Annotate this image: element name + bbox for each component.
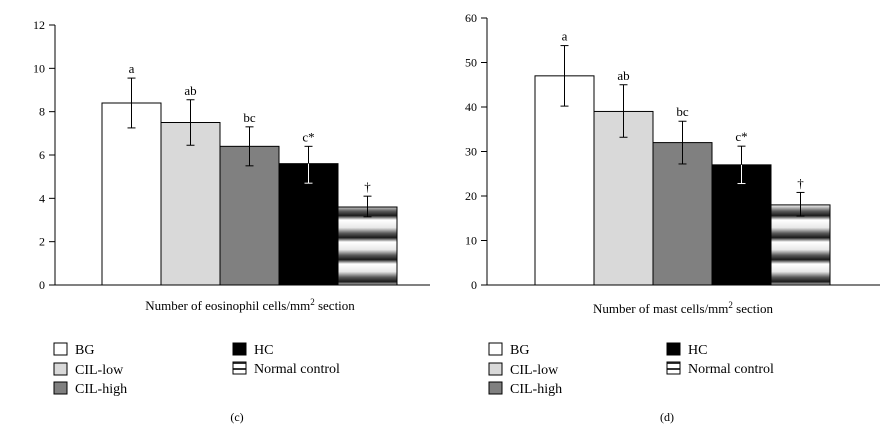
annotation-normal-control: † xyxy=(797,175,804,190)
annotation-cil-low: ab xyxy=(617,68,629,83)
legend-swatch-normal-control xyxy=(232,361,247,375)
legend-item-cil-high: CIL-high xyxy=(488,381,562,397)
y-tick-label: 60 xyxy=(465,11,477,25)
legend-swatch-bg xyxy=(53,342,68,356)
bar-cil-high xyxy=(652,142,713,286)
y-tick-label: 10 xyxy=(33,61,45,75)
legend-label-hc: HC xyxy=(254,343,273,358)
legend-item-cil-high: CIL-high xyxy=(53,381,127,397)
panel-label: (d) xyxy=(660,410,674,424)
chart-eosinophil: 0 2 4 6 8 10 12 a ab bc c* † Number of eosinophil … xyxy=(33,18,430,424)
legend-label-normal-control: Normal control xyxy=(688,362,774,377)
x-axis-label: Number of mast cells/mm2 section xyxy=(593,300,773,316)
annotation-bg: a xyxy=(562,29,568,44)
y-tick-label: 20 xyxy=(465,189,477,203)
annotations: a ab bc c* † xyxy=(562,29,805,191)
legend-label-normal-control: Normal control xyxy=(254,362,340,377)
annotation-cil-high: bc xyxy=(676,104,689,119)
legend-swatch-hc xyxy=(666,342,681,356)
bars xyxy=(534,75,831,286)
legend-item-hc: HC xyxy=(232,342,273,358)
annotation-hc: c* xyxy=(302,129,314,144)
annotation-cil-low: ab xyxy=(184,83,196,98)
y-ticks: 0 2 4 6 8 10 12 xyxy=(33,18,55,292)
x-axis-label: Number of eosinophil cells/mm2 section xyxy=(145,297,355,313)
legend-label-cil-low: CIL-low xyxy=(75,363,124,378)
annotations: a ab bc c* † xyxy=(129,61,372,194)
y-tick-label: 50 xyxy=(465,56,477,70)
legend-label-cil-low: CIL-low xyxy=(510,363,559,378)
annotation-bg: a xyxy=(129,61,135,76)
legend-swatch-cil-low xyxy=(53,362,68,376)
bar-bg xyxy=(534,75,595,286)
annotation-cil-high: bc xyxy=(243,110,256,125)
legend-item-hc: HC xyxy=(666,342,707,358)
legend-swatch-cil-high xyxy=(488,381,503,395)
y-tick-label: 2 xyxy=(39,235,45,249)
panel-label: (c) xyxy=(230,410,243,424)
chart-mast: 0 10 20 30 40 50 60 a ab bc c* † Number of mast ce… xyxy=(465,11,880,424)
legend-label-bg: BG xyxy=(510,343,529,358)
bar-normal-control xyxy=(770,204,831,286)
legend-label-bg: BG xyxy=(75,343,94,358)
error-bars xyxy=(127,77,372,218)
bar-hc xyxy=(711,164,772,286)
y-tick-label: 8 xyxy=(39,105,45,119)
legend-swatch-cil-high xyxy=(53,381,68,395)
bar-cil-low xyxy=(160,122,221,286)
y-tick-label: 40 xyxy=(465,100,477,114)
bar-cil-low xyxy=(593,110,654,286)
y-tick-label: 4 xyxy=(39,191,45,205)
legend-label-hc: HC xyxy=(688,343,707,358)
y-tick-label: 10 xyxy=(465,234,477,248)
y-ticks: 0 10 20 30 40 50 60 xyxy=(465,11,487,292)
bars xyxy=(101,102,398,286)
y-tick-label: 30 xyxy=(465,145,477,159)
y-tick-label: 0 xyxy=(471,278,477,292)
legend-label-cil-high: CIL-high xyxy=(75,382,127,397)
bar-normal-control xyxy=(337,206,398,286)
legend-label-cil-high: CIL-high xyxy=(510,382,562,397)
legend-d: BG CIL-low CIL-high HC Normal control xyxy=(488,342,774,397)
bar-bg xyxy=(101,102,162,286)
annotation-normal-control: † xyxy=(364,179,371,194)
legend-item-bg: BG xyxy=(488,342,529,358)
y-tick-label: 6 xyxy=(39,148,45,162)
error-bars xyxy=(560,45,805,217)
legend-swatch-normal-control xyxy=(666,361,681,375)
y-tick-label: 0 xyxy=(39,278,45,292)
annotation-hc: c* xyxy=(735,129,747,144)
legend-swatch-cil-low xyxy=(488,362,503,376)
legend-swatch-bg xyxy=(488,342,503,356)
y-tick-label: 12 xyxy=(33,18,45,32)
legend-item-bg: BG xyxy=(53,342,94,358)
legend-item-normal-control: Normal control xyxy=(232,361,340,377)
legend-item-cil-low: CIL-low xyxy=(53,362,124,378)
legend-item-cil-low: CIL-low xyxy=(488,362,559,378)
legend-item-normal-control: Normal control xyxy=(666,361,774,377)
legend-swatch-hc xyxy=(232,342,247,356)
legend-c: BG CIL-low CIL-high HC Normal control xyxy=(53,342,340,397)
bar-cil-high xyxy=(219,145,280,286)
